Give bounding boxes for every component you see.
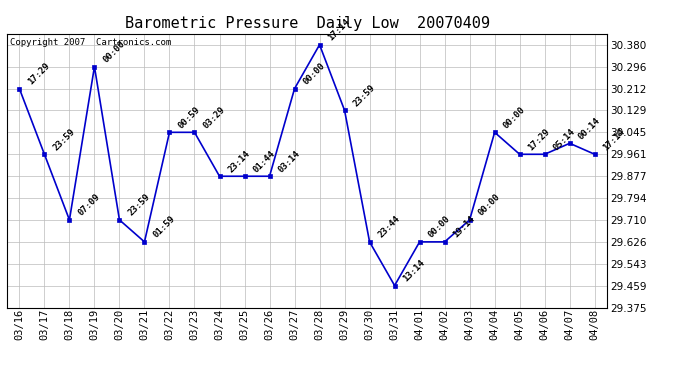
Text: 17:14: 17:14 <box>602 127 627 152</box>
Text: Copyright 2007  Cartronics.com: Copyright 2007 Cartronics.com <box>10 38 171 47</box>
Text: 17:14: 17:14 <box>326 17 352 43</box>
Text: 00:59: 00:59 <box>177 105 201 130</box>
Text: 23:14: 23:14 <box>226 149 252 174</box>
Text: 05:14: 05:14 <box>551 127 577 152</box>
Text: 00:00: 00:00 <box>101 39 127 64</box>
Text: 23:59: 23:59 <box>51 127 77 152</box>
Text: 00:00: 00:00 <box>502 105 527 130</box>
Text: 19:14: 19:14 <box>451 214 477 240</box>
Text: 01:44: 01:44 <box>251 149 277 174</box>
Text: 03:14: 03:14 <box>277 149 302 174</box>
Text: 13:14: 13:14 <box>402 258 427 284</box>
Text: 00:00: 00:00 <box>426 214 452 240</box>
Text: 00:00: 00:00 <box>302 61 327 87</box>
Text: 23:59: 23:59 <box>126 192 152 218</box>
Text: 00:00: 00:00 <box>477 192 502 218</box>
Text: 01:59: 01:59 <box>151 214 177 240</box>
Text: 17:29: 17:29 <box>526 127 552 152</box>
Text: 00:14: 00:14 <box>577 116 602 141</box>
Text: 07:09: 07:09 <box>77 192 101 218</box>
Title: Barometric Pressure  Daily Low  20070409: Barometric Pressure Daily Low 20070409 <box>125 16 489 31</box>
Text: 03:29: 03:29 <box>201 105 227 130</box>
Text: 17:29: 17:29 <box>26 61 52 87</box>
Text: 23:44: 23:44 <box>377 214 402 240</box>
Text: 23:59: 23:59 <box>351 83 377 108</box>
